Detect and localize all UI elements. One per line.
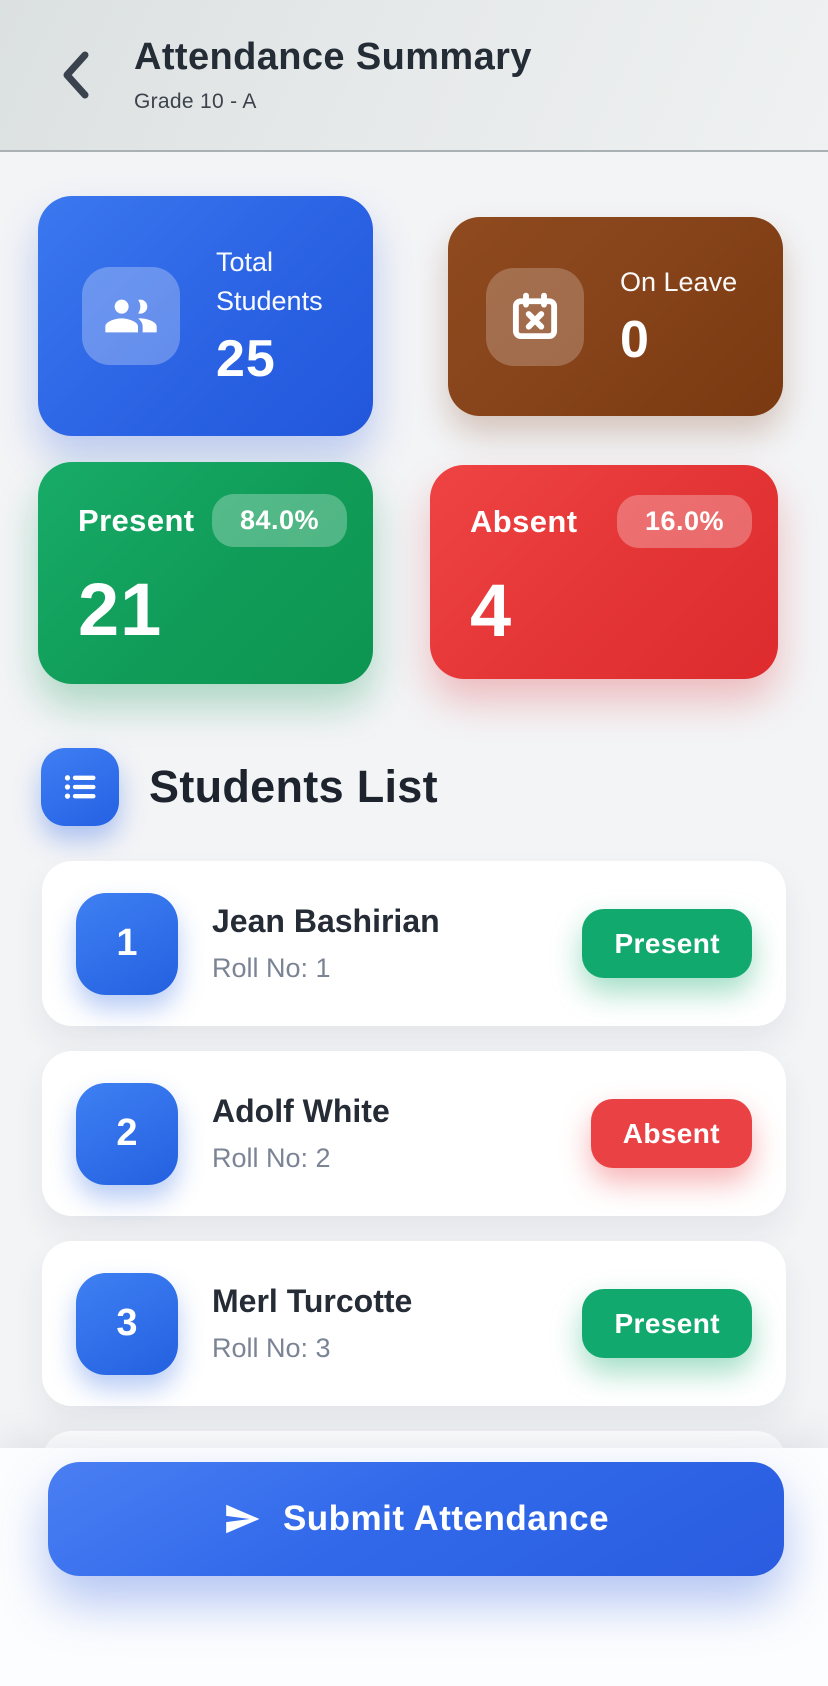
student-roll: Roll No: 2 [212,1143,331,1173]
student-name: Merl Turcotte [212,1283,413,1319]
student-info: Jean Bashirian Roll No: 1 [212,903,440,984]
student-number-tile: 3 [76,1272,178,1375]
status-badge[interactable]: Absent [590,1099,752,1168]
header: Attendance Summary Grade 10 - A [0,0,828,152]
total-students-text: Total Students 25 [216,243,373,389]
student-row-1[interactable]: 1 Jean Bashirian Roll No: 1 Present [42,861,786,1026]
students-list: 1 Jean Bashirian Roll No: 1 Present 2 Ad… [42,861,786,1406]
page-subtitle: Grade 10 - A [134,90,257,113]
absent-value: 4 [470,569,513,652]
student-roll: Roll No: 3 [212,1333,331,1363]
back-button[interactable] [50,43,102,107]
stats-row-2: Present 84.0% 21 Absent 16.0% 4 [38,462,783,684]
absent-percent-badge: 16.0% [616,495,752,548]
submit-attendance-label: Submit Attendance [282,1499,610,1538]
people-icon-tile [82,267,180,365]
absent-header-row: Absent 16.0% [470,495,752,548]
present-value: 21 [78,568,163,651]
student-row-3[interactable]: 3 Merl Turcotte Roll No: 3 Present [42,1241,786,1406]
total-students-label: Total Students [216,246,323,316]
student-info: Adolf White Roll No: 2 [212,1093,390,1174]
calendar-x-icon [508,290,562,344]
chevron-left-icon [58,49,94,101]
on-leave-value: 0 [620,311,650,370]
student-number-tile: 1 [76,892,178,995]
student-name: Adolf White [212,1093,390,1129]
header-text: Attendance Summary Grade 10 - A [134,36,532,114]
on-leave-label: On Leave [620,266,738,297]
student-info: Merl Turcotte Roll No: 3 [212,1283,412,1364]
present-card: Present 84.0% 21 [38,462,373,684]
students-section-header: Students List [41,748,438,826]
student-name: Jean Bashirian [212,903,440,939]
present-percent-badge: 84.0% [211,494,347,547]
stats-row-1: Total Students 25 [38,196,783,436]
student-roll: Roll No: 1 [212,953,331,983]
student-number-tile: 2 [76,1082,178,1185]
total-students-value: 25 [216,330,276,389]
send-icon [223,1500,261,1538]
student-row-2[interactable]: 2 Adolf White Roll No: 2 Absent [42,1051,786,1216]
status-badge[interactable]: Present [582,1289,752,1358]
calendar-x-icon-tile [486,267,584,366]
bottom-bar: Submit Attendance [0,1448,828,1686]
on-leave-text: On Leave 0 [620,263,737,370]
absent-card: Absent 16.0% 4 [430,465,778,679]
list-icon-tile [41,748,119,826]
present-label: Present [78,502,195,538]
absent-label: Absent [470,503,578,539]
page-title: Attendance Summary [134,36,532,78]
stats-grid: Total Students 25 [38,196,783,684]
people-icon [103,288,159,344]
list-icon [60,767,100,807]
on-leave-card: On Leave 0 [448,217,783,416]
submit-attendance-button[interactable]: Submit Attendance [48,1462,784,1576]
present-header-row: Present 84.0% [78,494,347,547]
total-students-card: Total Students 25 [38,196,373,436]
status-badge[interactable]: Present [582,909,752,978]
students-section-title: Students List [149,761,438,812]
